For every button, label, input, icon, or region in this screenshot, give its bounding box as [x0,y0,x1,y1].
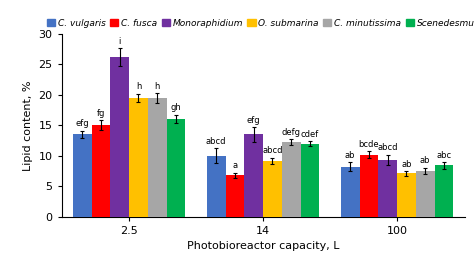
Bar [435,165,453,217]
Bar [129,98,148,217]
Legend: C. vulgaris, C. fusca, Monoraphidium, O. submarina, C. minutissima, Scenedesmus: C. vulgaris, C. fusca, Monoraphidium, O.… [47,19,474,28]
Y-axis label: Lipid content, %: Lipid content, % [23,80,33,170]
Text: abcd: abcd [377,143,398,152]
Bar [244,134,263,217]
Text: abc: abc [437,151,452,160]
X-axis label: Photobioreactor capacity, L: Photobioreactor capacity, L [187,241,339,251]
Bar [301,144,319,217]
Text: ab: ab [401,159,412,169]
Text: efg: efg [247,116,261,125]
Text: abcd: abcd [262,146,283,155]
Text: fg: fg [97,109,105,118]
Text: a: a [232,161,237,170]
Text: i: i [118,37,121,45]
Text: ab: ab [345,151,356,160]
Bar [207,156,226,217]
Text: ab: ab [420,157,430,165]
Text: abcd: abcd [206,137,227,146]
Bar [91,125,110,217]
Text: h: h [136,82,141,91]
Text: efg: efg [75,119,89,128]
Bar [226,175,244,217]
Bar [360,155,378,217]
Bar [282,142,301,217]
Bar [263,161,282,217]
Text: bcde: bcde [359,140,379,149]
Bar [73,134,91,217]
Bar [166,119,185,217]
Bar [148,98,166,217]
Bar [110,57,129,217]
Bar [341,167,360,217]
Text: defg: defg [282,128,301,137]
Text: gh: gh [171,104,182,112]
Bar [397,173,416,217]
Bar [416,171,435,217]
Text: h: h [155,82,160,91]
Text: cdef: cdef [301,130,319,139]
Bar [378,160,397,217]
